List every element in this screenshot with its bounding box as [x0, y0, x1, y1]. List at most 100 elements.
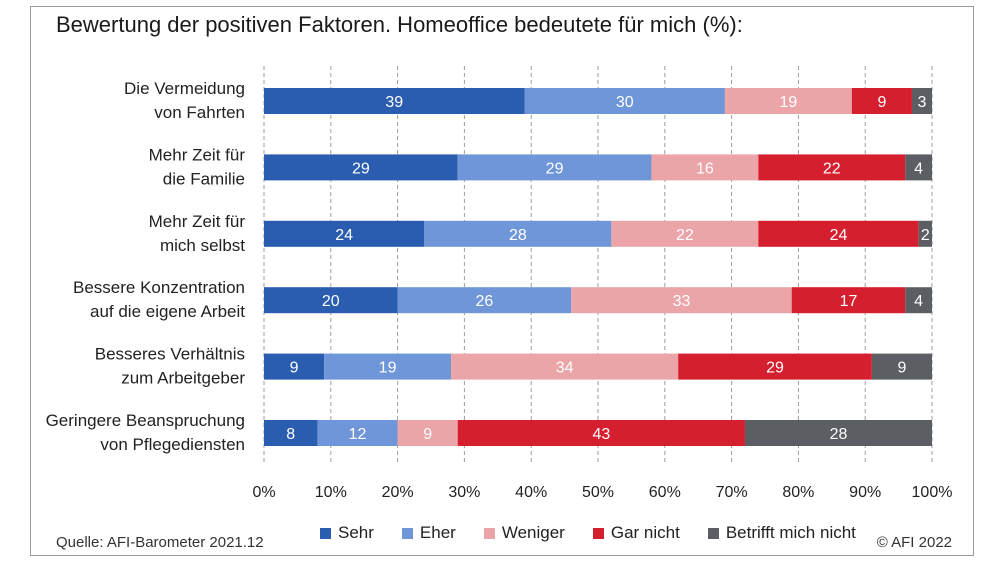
data-label: 39 [385, 94, 403, 111]
bar-segment [744, 420, 932, 446]
bar-segment [397, 420, 458, 446]
category-label: Geringere Beanspruchung [46, 411, 245, 430]
bar-segment [651, 154, 759, 181]
data-label: 2 [921, 227, 930, 244]
x-tick-label: 20% [382, 484, 414, 501]
data-label: 24 [335, 227, 353, 244]
x-tick-label: 30% [448, 484, 480, 501]
legend-label: Betrifft mich nicht [725, 523, 856, 542]
bar-segment [724, 88, 852, 114]
data-label: 30 [616, 94, 634, 111]
legend-item: Weniger [483, 523, 565, 543]
legend-item: Eher [401, 523, 456, 543]
bar-segment [524, 88, 725, 114]
bar-segment [317, 420, 398, 446]
data-label: 4 [914, 293, 923, 310]
data-label: 22 [676, 227, 694, 244]
legend-swatch [707, 527, 719, 539]
x-tick-label: 40% [515, 484, 547, 501]
bar-segment [758, 154, 906, 181]
legend-swatch [592, 527, 604, 539]
data-label: 20 [322, 293, 340, 310]
data-label: 33 [673, 293, 691, 310]
data-label: 17 [840, 293, 858, 310]
x-tick-label: 90% [849, 484, 881, 501]
x-tick-label: 60% [649, 484, 681, 501]
bar-segment [918, 220, 932, 247]
bar-segment [911, 88, 932, 114]
bar-segment [324, 353, 452, 380]
data-label: 19 [379, 360, 397, 377]
bar-segment [678, 353, 872, 380]
category-label: zum Arbeitgeber [121, 369, 245, 388]
x-tick-label: 10% [315, 484, 347, 501]
bar-segment [571, 287, 792, 314]
bar-segment [264, 88, 525, 114]
data-label: 26 [476, 293, 494, 310]
x-tick-label: 80% [782, 484, 814, 501]
x-tick-label: 0% [252, 484, 275, 501]
category-label: von Pflegediensten [100, 435, 245, 454]
category-label: Besseres Verhältnis [95, 345, 245, 364]
data-label: 9 [423, 426, 432, 443]
chart-title: Bewertung der positiven Faktoren. Homeof… [56, 12, 743, 37]
bar-segment [457, 154, 652, 181]
data-label: 9 [897, 360, 906, 377]
bar-segment [424, 220, 612, 247]
x-tick-label: 70% [716, 484, 748, 501]
bar-segment [791, 287, 906, 314]
data-label: 9 [877, 94, 886, 111]
bar-segment [457, 420, 745, 446]
legend-item: Sehr [320, 523, 374, 543]
category-label: Die Vermeidung [124, 79, 245, 98]
bar-segment [264, 220, 425, 247]
category-label: von Fahrten [154, 103, 245, 122]
bar-segment [851, 88, 912, 114]
bar-segment [905, 154, 932, 181]
legend-item: Gar nicht [592, 523, 680, 543]
data-label: 29 [766, 360, 784, 377]
data-label: 4 [914, 160, 923, 177]
data-label: 8 [286, 426, 295, 443]
bar-segment [264, 353, 325, 380]
category-label: auf die eigene Arbeit [90, 302, 245, 321]
category-label: Mehr Zeit für [149, 212, 246, 231]
bar-segment [611, 220, 759, 247]
bar-segment [758, 220, 919, 247]
bar-segment [264, 287, 398, 314]
data-label: 28 [509, 227, 527, 244]
data-label: 29 [352, 160, 370, 177]
bar-segment [264, 154, 458, 181]
category-label: Mehr Zeit für [149, 145, 246, 164]
bar-segment [451, 353, 679, 380]
data-label: 19 [779, 94, 797, 111]
source-note: Quelle: AFI-Barometer 2021.12 [56, 534, 264, 551]
data-label: 16 [696, 160, 714, 177]
bar-segment [871, 353, 932, 380]
legend-label: Sehr [338, 523, 374, 542]
bar-segment [264, 420, 318, 446]
legend-item: Betrifft mich nicht [707, 523, 856, 543]
legend-swatch [483, 527, 495, 539]
x-tick-label: 50% [582, 484, 614, 501]
copyright-note: © AFI 2022 [876, 534, 952, 551]
x-tick-label: 100% [912, 484, 953, 501]
legend-swatch [401, 527, 413, 539]
data-label: 34 [556, 360, 574, 377]
bar-segment [905, 287, 932, 314]
category-label: die Familie [163, 169, 245, 188]
data-label: 43 [592, 426, 610, 443]
data-label: 9 [290, 360, 299, 377]
data-label: 22 [823, 160, 841, 177]
data-label: 3 [918, 94, 927, 111]
legend-swatch [320, 527, 331, 539]
legend-label: Weniger [501, 523, 565, 542]
legend-label: Gar nicht [610, 523, 680, 542]
data-label: 24 [830, 227, 848, 244]
category-label: Bessere Konzentration [73, 278, 245, 297]
legend-label: Eher [419, 523, 456, 542]
data-label: 12 [349, 426, 367, 443]
data-label: 29 [546, 160, 564, 177]
data-label: 28 [830, 426, 848, 443]
